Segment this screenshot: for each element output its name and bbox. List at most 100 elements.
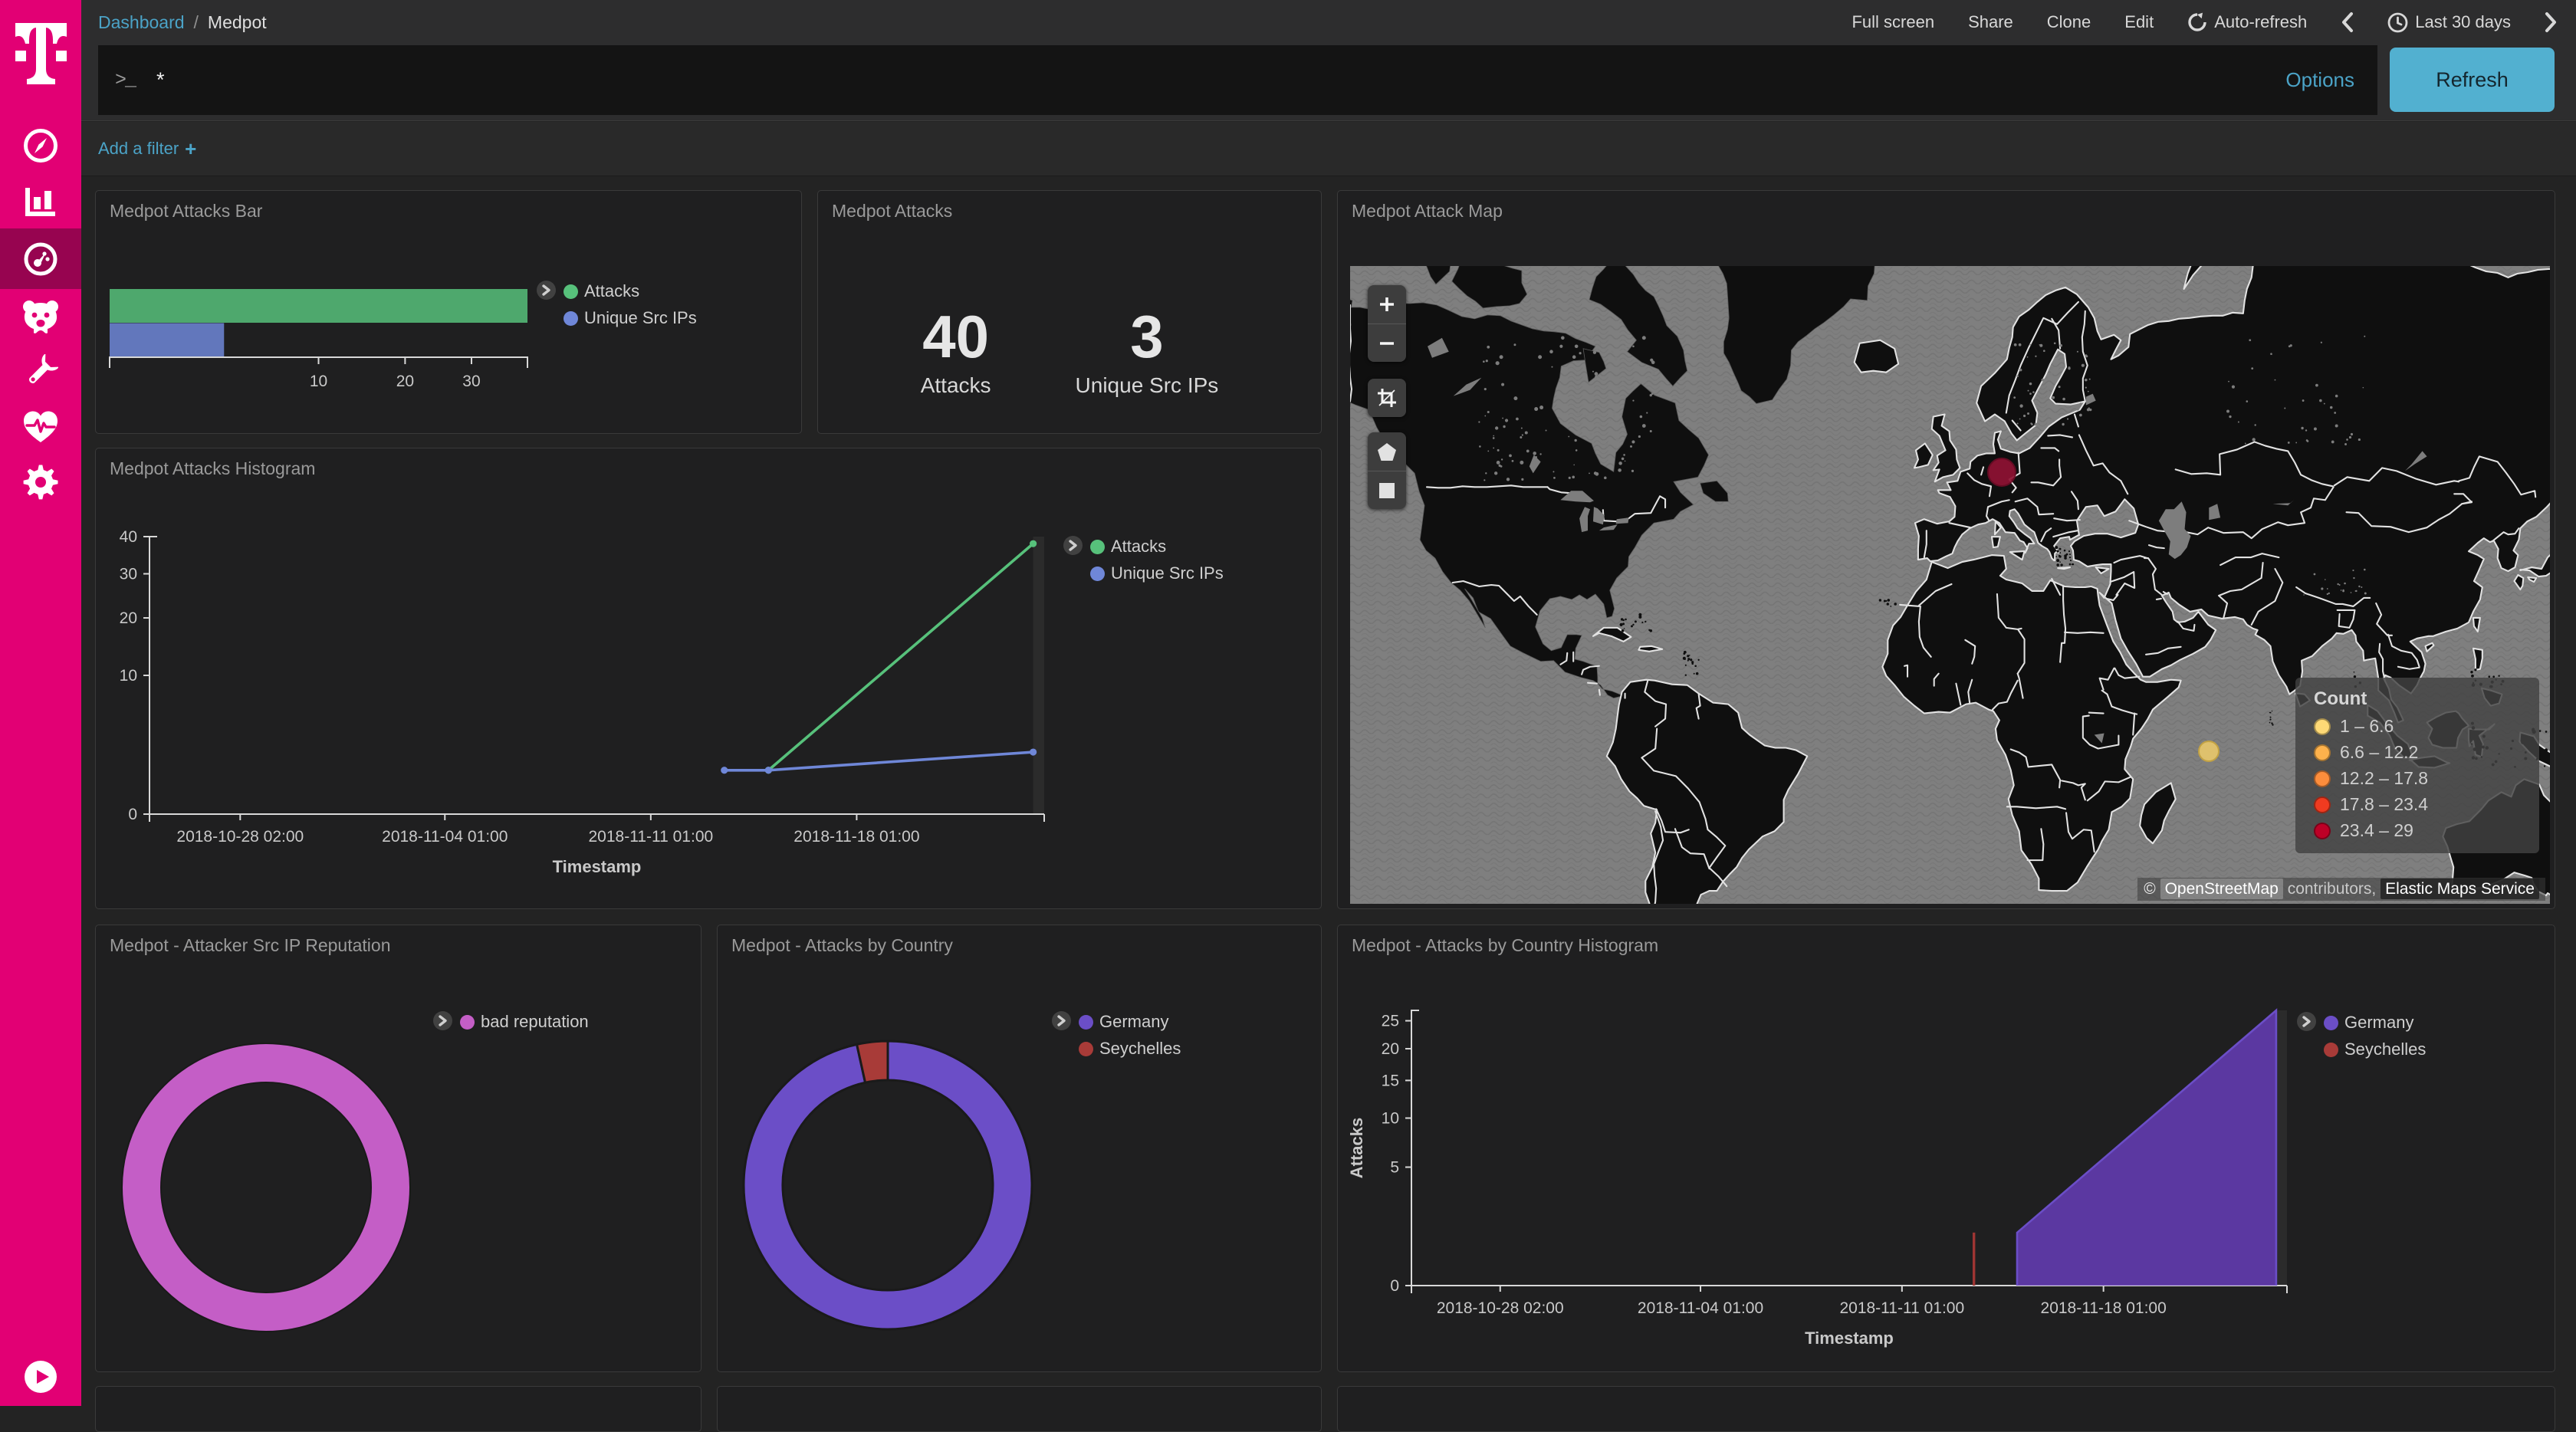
- legend-collapse-button[interactable]: [1063, 536, 1083, 555]
- query-input[interactable]: >_ * Options: [98, 45, 2377, 115]
- panel-title: Medpot - Attacker Src IP Reputation: [110, 935, 391, 955]
- sidebar-items: [0, 118, 81, 510]
- breadcrumb-separator: /: [193, 11, 199, 32]
- legend-color-dot: [564, 310, 578, 326]
- chevron-right-icon: [2545, 12, 2556, 32]
- legend-color-dot: [460, 1014, 475, 1030]
- telekom-t-logo[interactable]: [15, 23, 67, 84]
- legend-collapse-button[interactable]: [537, 281, 556, 300]
- map-legend-dot: [2314, 718, 2331, 735]
- legend-item-attacks[interactable]: Attacks: [1090, 537, 1224, 557]
- sidebar-item-dashboard[interactable]: [0, 228, 81, 289]
- legend-item-unique-src-ips[interactable]: Unique Src IPs: [1090, 563, 1224, 583]
- map-draw-controls: [1368, 432, 1406, 509]
- wrench-icon: [23, 354, 58, 389]
- filter-bar: Add a filter +: [81, 122, 2576, 176]
- bear-icon: [21, 300, 60, 333]
- panel-attacks-by-country: Medpot - Attacks by Country Germany Seych…: [717, 925, 1322, 1372]
- legend-item-germany[interactable]: Germany: [2324, 1013, 2426, 1033]
- legend-collapse-button[interactable]: [1052, 1011, 1071, 1030]
- metric-value: 3: [1130, 303, 1164, 370]
- query-options-link[interactable]: Options: [2285, 68, 2354, 91]
- chevron-right-icon: [439, 1015, 447, 1026]
- edit-button[interactable]: Edit: [2124, 12, 2154, 31]
- map-filter-controls: [1368, 379, 1406, 417]
- attacks-bar-chart[interactable]: 10 20 30: [96, 191, 801, 433]
- sidebar-item-management[interactable]: [0, 455, 81, 510]
- svg-text:2018-11-11 01:00: 2018-11-11 01:00: [1839, 1299, 1964, 1317]
- attack-marker-seychelles[interactable]: [2198, 741, 2220, 763]
- legend-item-unique-src-ips[interactable]: Unique Src IPs: [564, 308, 697, 328]
- query-prompt-icon: >_: [115, 69, 136, 91]
- bar-chart-icon: [23, 183, 58, 218]
- legend-item-bad-reputation[interactable]: bad reputation: [460, 1012, 589, 1032]
- panel-medpot-attacks-histogram: Medpot Attacks Histogram 0 10 20 30 40 2018-1…: [95, 448, 1322, 909]
- map-legend-dot: [2314, 744, 2331, 761]
- plus-icon: [1380, 297, 1394, 311]
- map-legend-item: 12.2 – 17.8: [2314, 768, 2539, 789]
- sidebar-item-dev-tools[interactable]: [0, 344, 81, 399]
- elastic-maps-service-link[interactable]: Elastic Maps Service: [2380, 879, 2539, 899]
- svg-text:20: 20: [120, 609, 137, 627]
- sidebar-item-tpot[interactable]: [0, 289, 81, 344]
- chevron-left-icon: [2342, 12, 2354, 32]
- chevron-right-icon: [542, 284, 550, 296]
- auto-refresh-button[interactable]: Auto-refresh: [2187, 12, 2307, 32]
- sidebar-item-discover[interactable]: [0, 118, 81, 173]
- legend-item-seychelles[interactable]: Seychelles: [1079, 1039, 1181, 1059]
- svg-text:20: 20: [1382, 1040, 1399, 1058]
- metric-label: Attacks: [920, 373, 991, 397]
- reputation-donut-chart[interactable]: [96, 925, 701, 1371]
- chevron-right-icon: [1057, 1015, 1066, 1026]
- metric-label: Unique Src IPs: [1075, 373, 1219, 397]
- sidebar-item-monitoring[interactable]: [0, 399, 81, 455]
- rectangle-tool-button[interactable]: [1368, 471, 1406, 509]
- legend-attacks-bar: Attacks Unique Src IPs: [537, 281, 697, 328]
- zoom-in-button[interactable]: [1368, 285, 1406, 324]
- map-legend-label: 17.8 – 23.4: [2340, 794, 2429, 814]
- legend-collapse-button[interactable]: [2297, 1012, 2316, 1031]
- panel-title: Medpot - Attacks by Country Histogram: [1352, 935, 1659, 955]
- time-next-button[interactable]: [2545, 11, 2558, 33]
- play-circle-icon: [25, 1361, 57, 1393]
- svg-text:2018-11-18 01:00: 2018-11-18 01:00: [794, 828, 919, 846]
- breadcrumb-dashboard-link[interactable]: Dashboard: [98, 11, 185, 32]
- world-map[interactable]: Count 1 – 6.6 6.6 – 12.2 12.2 – 17.8 17.8 –…: [1350, 266, 2550, 904]
- legend-label: Attacks: [1111, 537, 1167, 556]
- time-picker-button[interactable]: Last 30 days: [2387, 12, 2511, 33]
- svg-text:Timestamp: Timestamp: [553, 857, 642, 876]
- sidebar-item-visualize[interactable]: [0, 173, 81, 228]
- sidebar-item-collapse[interactable]: [0, 1349, 81, 1404]
- refresh-button[interactable]: Refresh: [2390, 48, 2555, 112]
- map-legend-dot: [2314, 822, 2331, 839]
- sidebar: [0, 0, 81, 1406]
- openstreetmap-link[interactable]: OpenStreetMap: [2160, 879, 2283, 899]
- attack-marker-germany[interactable]: [1986, 458, 2016, 488]
- svg-text:0: 0: [128, 806, 137, 823]
- refresh-arrow-icon: [2188, 12, 2206, 31]
- query-section: >_ * Options Refresh: [81, 44, 2576, 121]
- attacks-histogram-chart[interactable]: 0 10 20 30 40 2018-10-28 02:00 2018-11-04 01:0…: [96, 448, 1321, 908]
- panel-title: Medpot - Attacks by Country: [731, 935, 953, 955]
- map-legend-item: 6.6 – 12.2: [2314, 742, 2539, 763]
- legend-item-seychelles[interactable]: Seychelles: [2324, 1040, 2426, 1059]
- clone-button[interactable]: Clone: [2046, 12, 2091, 31]
- country-histogram-chart[interactable]: 0 5 10 15 20 25 2018-10-28 02:00 2018-11-04 01:…: [1338, 925, 2555, 1371]
- legend-collapse-button[interactable]: [433, 1011, 452, 1030]
- draw-filter-button[interactable]: [1368, 379, 1406, 417]
- full-screen-button[interactable]: Full screen: [1852, 12, 1935, 31]
- map-zoom-controls: [1368, 285, 1406, 362]
- query-value: *: [156, 68, 165, 91]
- legend-item-germany[interactable]: Germany: [1079, 1012, 1181, 1032]
- add-filter-button[interactable]: Add a filter +: [98, 136, 197, 160]
- country-donut-chart[interactable]: [718, 925, 1321, 1371]
- svg-text:10: 10: [120, 667, 137, 685]
- map-legend-dot: [2314, 770, 2331, 787]
- breadcrumb: Dashboard / Medpot: [98, 0, 267, 44]
- zoom-out-button[interactable]: [1368, 324, 1406, 362]
- polygon-tool-button[interactable]: [1368, 432, 1406, 471]
- map-legend-label: 1 – 6.6: [2340, 716, 2394, 736]
- legend-item-attacks[interactable]: Attacks: [564, 281, 697, 301]
- time-previous-button[interactable]: [2341, 11, 2354, 33]
- share-button[interactable]: Share: [1968, 12, 2013, 31]
